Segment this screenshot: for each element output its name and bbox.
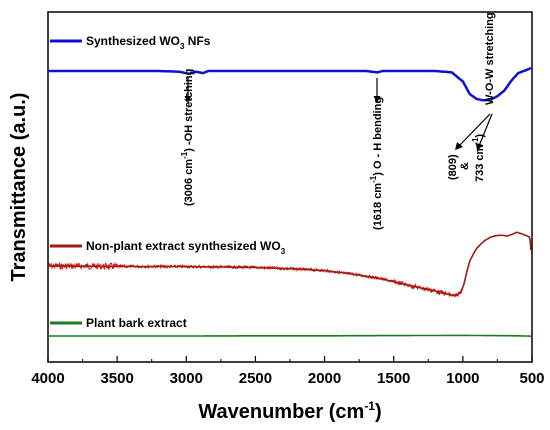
x-tick-label: 1500: [377, 370, 410, 387]
series-line-nonplant: [48, 231, 532, 297]
label-809: (809): [447, 154, 459, 180]
series-layer: [47, 66, 532, 337]
x-tick-label: 4000: [31, 370, 64, 387]
arrow-733: [478, 113, 493, 147]
label-oh-bending: (1618 cm-1) O - H bending: [369, 97, 384, 230]
x-axis-title: Wavenumber (cm-1): [198, 399, 381, 423]
series-line-wo3-nfs: [48, 66, 532, 102]
annotation-wow: W-O-W stretching (809) & 733 cm-1): [447, 12, 496, 182]
label-wow-stretching: W-O-W stretching: [484, 12, 496, 105]
label-733: 733 cm-1): [471, 134, 486, 182]
x-tick-label: 2000: [308, 370, 341, 387]
x-tick-label: 500: [519, 370, 544, 387]
arrowhead-733: [476, 143, 483, 151]
x-tick-label: 1000: [446, 370, 479, 387]
legend-label-plant: Plant bark extract: [86, 316, 187, 330]
arrowhead-809: [455, 142, 463, 150]
arrowhead-oh-bending: [373, 96, 381, 103]
label-oh-stretching: (3006 cm-1) -OH stretching: [180, 69, 195, 206]
legend-label-wo3: Synthesized WO3 NFs: [86, 34, 211, 51]
x-tick-label: 2500: [239, 370, 272, 387]
arrowhead-oh-stretching: [184, 96, 192, 103]
annotation-oh-stretching: (3006 cm-1) -OH stretching: [180, 69, 195, 206]
x-ticks: 4000 3500 3000 2500 2000 1500 1000 500: [31, 356, 545, 387]
y-axis-title: Transmittance (a.u.): [8, 93, 30, 282]
annotation-oh-bending: (1618 cm-1) O - H bending: [369, 78, 384, 230]
x-tick-label: 3500: [100, 370, 133, 387]
arrow-809: [458, 113, 491, 147]
legend-label-nonplant: Non-plant extract synthesized WO3: [86, 239, 286, 256]
x-tick-label: 3000: [170, 370, 203, 387]
plot-frame: [47, 11, 533, 363]
label-amp: &: [459, 162, 471, 170]
series-line-plant-bark: [48, 334, 531, 337]
